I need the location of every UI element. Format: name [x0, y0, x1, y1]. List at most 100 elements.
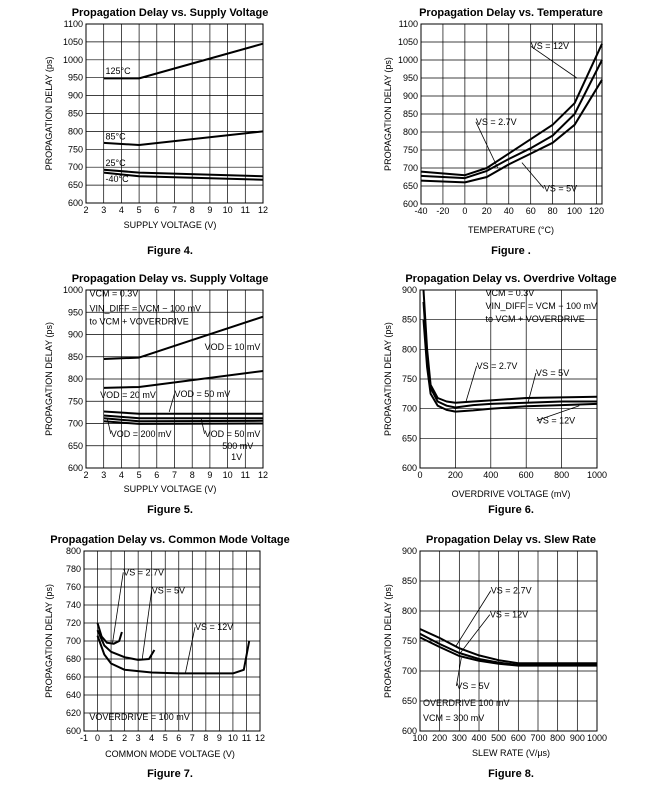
series-annotation: VS = 2.7V: [477, 361, 518, 371]
x-tick-label: 200: [432, 733, 447, 743]
series-annotation: 500 mV: [222, 441, 253, 451]
series-annotation: 85°C: [105, 131, 126, 141]
x-tick-label: 6: [176, 733, 181, 743]
y-axis-label: PROPAGATION DELAY (ps): [383, 57, 393, 171]
y-tick-label: 850: [402, 576, 417, 586]
x-axis-label: OVERDRIVE VOLTAGE (mV): [452, 489, 571, 499]
y-tick-label: 660: [66, 672, 81, 682]
y-tick-label: 850: [68, 352, 83, 362]
series-annotation: VS = 2.7V: [123, 567, 164, 577]
y-tick-label: 900: [68, 330, 83, 340]
series-line-2: [96, 629, 156, 661]
y-axis-label: PROPAGATION DELAY (ps): [44, 322, 54, 436]
annotation-leader: [141, 590, 153, 660]
y-tick-label: 800: [66, 546, 81, 556]
y-tick-label: 780: [66, 564, 81, 574]
series-line-2: [420, 59, 603, 180]
x-tick-label: 4: [149, 733, 154, 743]
x-tick-label: 700: [530, 733, 545, 743]
y-axis-label: PROPAGATION DELAY (ps): [383, 584, 393, 698]
x-tick-label: 900: [570, 733, 585, 743]
y-tick-label: 640: [66, 690, 81, 700]
x-tick-label: 10: [228, 733, 238, 743]
chart-title: Propagation Delay vs. Overdrive Voltage: [405, 273, 616, 285]
x-axis-label: TEMPERATURE (°C): [468, 225, 554, 235]
x-tick-label: 120: [589, 206, 604, 216]
x-tick-label: 12: [258, 470, 268, 480]
series-line-3: [420, 79, 603, 184]
x-tick-label: 7: [172, 470, 177, 480]
y-tick-label: 600: [68, 198, 83, 208]
figure-caption: Figure 7.: [147, 768, 193, 780]
x-axis-label: COMMON MODE VOLTAGE (V): [105, 749, 235, 759]
series-annotation: -40°C: [105, 174, 129, 184]
series-annotation: to VCM + VOVERDRIVE: [485, 314, 584, 324]
series-line-3: [419, 636, 597, 667]
series-annotation: VCM = 300 mV: [423, 713, 484, 723]
y-tick-label: 750: [402, 374, 417, 384]
annotation-leader: [185, 627, 196, 673]
series-annotation: VS = 12V: [195, 622, 233, 632]
chart-panel-6: Propagation Delay vs. Slew Rate 100 200 300…: [383, 534, 607, 780]
x-tick-label: 11: [242, 733, 251, 743]
x-tick-label: 9: [207, 470, 212, 480]
x-tick-label: 800: [554, 470, 569, 480]
y-tick-label: 600: [402, 463, 417, 473]
y-tick-label: 800: [402, 606, 417, 616]
y-tick-label: 1000: [398, 55, 418, 65]
series-line-5: [103, 417, 264, 423]
chart-title: Propagation Delay vs. Common Mode Voltag…: [50, 534, 289, 546]
y-tick-label: 700: [68, 162, 83, 172]
y-tick-label: 650: [402, 433, 417, 443]
x-tick-label: 5: [137, 470, 142, 480]
x-tick-label: 0: [95, 733, 100, 743]
series-annotation: 125°C: [105, 66, 131, 76]
y-tick-label: 750: [402, 636, 417, 646]
y-tick-label: 1050: [63, 37, 83, 47]
chart-title: Propagation Delay vs. Supply Voltage: [72, 273, 269, 285]
annotation-leader: [530, 45, 577, 79]
series-line-2: [103, 130, 264, 146]
series-annotation: VCM = 0.3V: [90, 289, 139, 299]
x-tick-label: 1: [109, 733, 114, 743]
chart-panel-5: Propagation Delay vs. Common Mode Voltag…: [44, 534, 290, 780]
y-axis-label: PROPAGATION DELAY (ps): [44, 584, 54, 698]
x-tick-label: 8: [190, 470, 195, 480]
x-tick-label: 80: [548, 206, 558, 216]
series-line-1: [103, 315, 264, 360]
series-line-3: [422, 319, 598, 413]
figure-caption: Figure 5.: [147, 504, 193, 516]
series-annotation: VCM = 0.3V: [485, 288, 534, 298]
y-tick-label: 1100: [64, 19, 83, 29]
y-tick-label: 800: [402, 344, 417, 354]
y-tick-label: 760: [66, 582, 81, 592]
series-annotation: VOD = 200 mV: [111, 429, 172, 439]
y-tick-label: 700: [68, 419, 83, 429]
y-tick-label: 900: [403, 91, 418, 101]
series-annotation: VS = 2.7V: [491, 586, 532, 596]
series-annotation: 1V: [231, 452, 242, 462]
y-tick-label: 740: [66, 600, 81, 610]
y-tick-label: 950: [68, 73, 83, 83]
chart-title: Propagation Delay vs. Supply Voltage: [72, 7, 269, 19]
x-tick-label: 0: [462, 206, 467, 216]
x-tick-label: 20: [482, 206, 492, 216]
y-tick-label: 700: [403, 163, 418, 173]
chart-title: Propagation Delay vs. Slew Rate: [426, 534, 596, 546]
x-tick-label: 2: [83, 470, 88, 480]
x-tick-label: 5: [163, 733, 168, 743]
x-tick-label: 800: [550, 733, 565, 743]
y-tick-label: 1050: [398, 37, 418, 47]
y-tick-label: 900: [68, 91, 83, 101]
x-axis-label: SUPPLY VOLTAGE (V): [124, 484, 217, 494]
y-tick-label: 700: [66, 636, 81, 646]
x-tick-label: 60: [526, 206, 536, 216]
x-axis-label: SUPPLY VOLTAGE (V): [124, 220, 217, 230]
series-line-1: [103, 42, 264, 80]
x-tick-label: 8: [190, 205, 195, 215]
annotation-leader: [168, 393, 175, 413]
series-annotation: VIN_DIFF = VCM − 100 mV: [90, 303, 202, 313]
series-line-4: [103, 171, 264, 181]
series-annotation: VOVERDRIVE = 100 mV: [89, 712, 189, 722]
annotation-leader: [465, 365, 478, 402]
